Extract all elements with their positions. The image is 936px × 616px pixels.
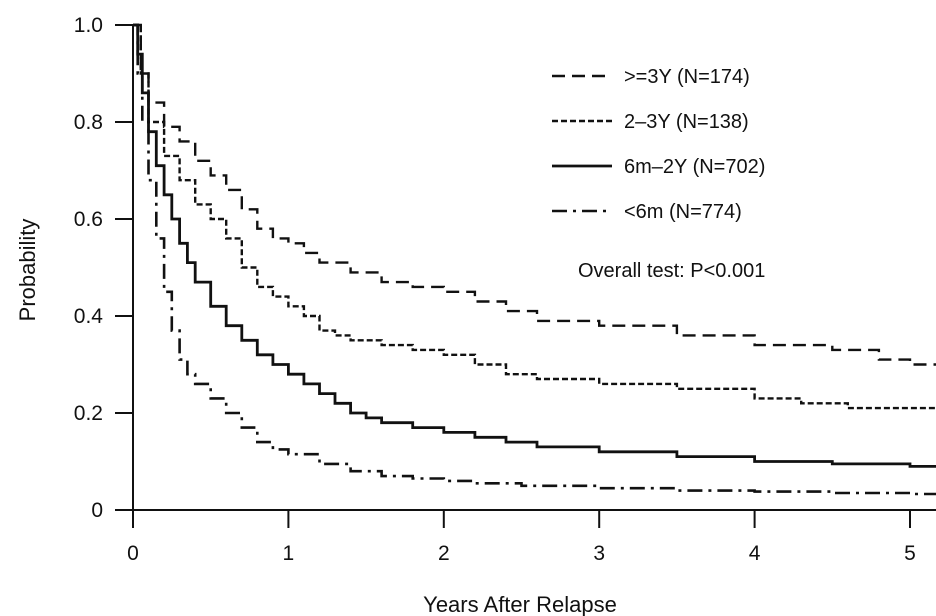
legend: >=3Y (N=174) 2–3Y (N=138) 6m–2Y (N=702) <6m… [552,66,765,223]
y-tick-label: 0.4 [74,305,104,328]
x-tick-label: 0 [127,542,139,565]
series-line-dotted [133,23,936,410]
x-tick-label: 5 [904,542,916,565]
x-axis-title: Years After Relapse [423,592,617,616]
y-tick-label: 0.2 [74,402,103,425]
legend-label: 6m–2Y (N=702) [624,156,765,178]
series-line-dashed [133,23,936,366]
x-tick-label: 4 [749,542,761,565]
series-line-dashdot [133,23,936,496]
axes: 0 0.2 0.4 0.6 0.8 1.0 0 1 2 3 4 5 [74,14,936,565]
legend-label: 2–3Y (N=138) [624,111,749,133]
y-axis-title: Probability [15,219,40,322]
y-tick-label: 1.0 [74,14,103,37]
y-tick-label: 0.8 [74,111,103,134]
legend-label: >=3Y (N=174) [624,66,750,88]
y-tick-label: 0 [91,499,103,522]
overall-test-annotation: Overall test: P<0.001 [578,260,765,282]
y-tick-label: 0.6 [74,208,103,231]
legend-label: <6m (N=774) [624,201,742,223]
plot-area [133,23,936,496]
series-line-solid [133,23,936,468]
x-tick-label: 2 [438,542,450,565]
x-tick-label: 1 [283,542,295,565]
x-tick-label: 3 [593,542,605,565]
